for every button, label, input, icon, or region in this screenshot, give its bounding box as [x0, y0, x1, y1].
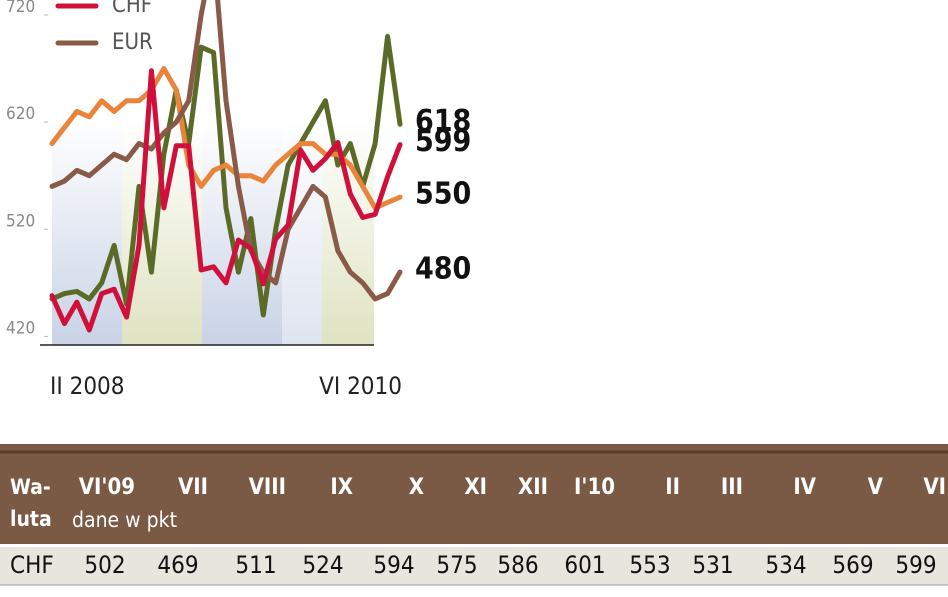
- column-header: VII: [178, 475, 208, 500]
- y-tick-label: 620: [6, 104, 35, 124]
- cell: 594: [373, 551, 414, 579]
- table-row-bg: [0, 547, 948, 585]
- end-label: 618: [415, 104, 471, 139]
- cell: 469: [157, 551, 198, 579]
- x-tick-label: VI 2010: [319, 372, 402, 400]
- table-unit: dane w pkt: [72, 508, 177, 532]
- column-header: X: [409, 475, 424, 500]
- column-header: VIII: [249, 475, 286, 500]
- y-tick-label: 720: [6, 0, 35, 17]
- legend-label: EUR: [112, 30, 153, 55]
- column-header: VI: [923, 475, 946, 500]
- cell: 553: [629, 551, 670, 579]
- cell: 531: [692, 551, 733, 579]
- legend-label: CHF: [112, 0, 152, 18]
- end-label: 599: [415, 124, 471, 159]
- x-tick-label: II 2008: [50, 372, 125, 400]
- table-header-bg: [0, 444, 948, 544]
- cell: 599: [895, 551, 936, 579]
- row-label: CHF: [10, 551, 54, 579]
- table-corner: Wa-: [10, 475, 51, 499]
- column-header: IX: [330, 475, 353, 500]
- cell: 524: [302, 551, 343, 579]
- column-header: VI'09: [79, 475, 135, 500]
- series-line: [49, 0, 403, 302]
- column-header: II: [665, 475, 680, 500]
- series-line: [49, 68, 403, 333]
- table-corner: luta: [10, 507, 52, 531]
- end-label: 550: [415, 177, 471, 212]
- column-header: IV: [793, 475, 816, 500]
- column-header: XI: [464, 475, 487, 500]
- end-label: 480: [415, 252, 471, 287]
- column-header: III: [721, 475, 743, 500]
- y-tick-label: 520: [6, 211, 35, 231]
- column-header: V: [868, 475, 884, 500]
- column-header: I'10: [574, 475, 615, 500]
- cell: 586: [497, 551, 538, 579]
- cell: 502: [84, 551, 125, 579]
- cell: 569: [832, 551, 873, 579]
- y-tick-label: 420: [6, 318, 35, 338]
- cell: 575: [436, 551, 477, 579]
- cell: 601: [564, 551, 605, 579]
- cell: 511: [235, 551, 276, 579]
- column-header: XII: [518, 475, 548, 500]
- cell: 534: [765, 551, 806, 579]
